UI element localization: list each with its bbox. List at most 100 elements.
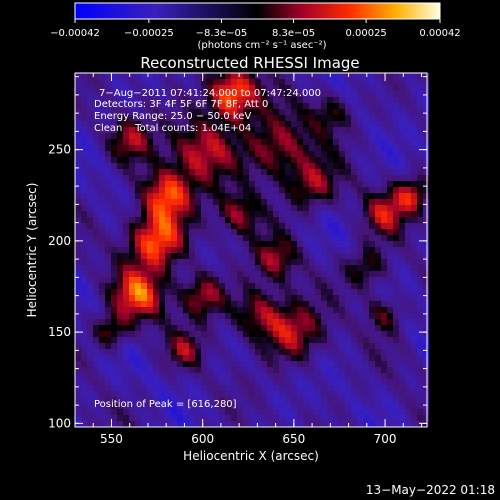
heatmap-cell <box>141 325 147 331</box>
heatmap-cell <box>273 391 279 397</box>
heatmap-cell <box>81 313 87 319</box>
heatmap-cell <box>297 115 303 121</box>
heatmap-cell <box>333 379 339 385</box>
heatmap-cell <box>387 325 393 331</box>
heatmap-cell <box>189 331 195 337</box>
heatmap-cell <box>327 169 333 175</box>
heatmap-cell <box>99 193 105 199</box>
heatmap-cell <box>375 415 381 421</box>
heatmap-cell <box>177 307 183 313</box>
heatmap-cell <box>333 187 339 193</box>
heatmap-cell <box>207 97 213 103</box>
heatmap-cell <box>147 415 153 421</box>
heatmap-cell <box>165 175 171 181</box>
heatmap-cell <box>405 199 411 205</box>
heatmap-cell <box>123 397 129 403</box>
heatmap-cell <box>351 229 357 235</box>
heatmap-cell <box>219 193 225 199</box>
heatmap-cell <box>219 379 225 385</box>
heatmap-cell <box>123 193 129 199</box>
heatmap-cell <box>93 115 99 121</box>
heatmap-cell <box>273 205 279 211</box>
heatmap-cell <box>261 109 267 115</box>
heatmap-cell <box>123 85 129 91</box>
heatmap-cell <box>291 205 297 211</box>
heatmap-cell <box>291 349 297 355</box>
heatmap-cell <box>105 157 111 163</box>
heatmap-cell <box>315 139 321 145</box>
heatmap-cell <box>315 187 321 193</box>
heatmap-cell <box>273 289 279 295</box>
heatmap-cell <box>363 241 369 247</box>
heatmap-cell <box>99 325 105 331</box>
heatmap-cell <box>165 295 171 301</box>
heatmap-cell <box>99 367 105 373</box>
heatmap-cell <box>81 397 87 403</box>
heatmap-cell <box>381 157 387 163</box>
heatmap-cell <box>297 151 303 157</box>
heatmap-cell <box>237 85 243 91</box>
heatmap-cell <box>405 319 411 325</box>
heatmap-cell <box>153 421 159 427</box>
heatmap-cell <box>135 79 141 85</box>
heatmap-cell <box>315 283 321 289</box>
heatmap-cell <box>315 253 321 259</box>
heatmap-cell <box>195 391 201 397</box>
heatmap-cell <box>327 397 333 403</box>
heatmap-cell <box>129 85 135 91</box>
heatmap-cell <box>267 301 273 307</box>
heatmap-cell <box>213 217 219 223</box>
heatmap-cell <box>189 211 195 217</box>
heatmap-cell <box>99 355 105 361</box>
heatmap-cell <box>87 157 93 163</box>
heatmap-cell <box>315 175 321 181</box>
heatmap-cell <box>165 409 171 415</box>
heatmap-cell <box>105 289 111 295</box>
heatmap-cell <box>99 85 105 91</box>
heatmap-cell <box>195 301 201 307</box>
heatmap-cell <box>117 283 123 289</box>
heatmap-cell <box>177 97 183 103</box>
heatmap-cell <box>261 313 267 319</box>
heatmap-cell <box>81 253 87 259</box>
heatmap-cell <box>411 103 417 109</box>
heatmap-cell <box>195 193 201 199</box>
heatmap-cell <box>171 259 177 265</box>
heatmap-cell <box>123 253 129 259</box>
heatmap-cell <box>93 73 99 79</box>
heatmap-cell <box>393 229 399 235</box>
heatmap-cell <box>291 193 297 199</box>
heatmap-cell <box>315 313 321 319</box>
heatmap-cell <box>201 355 207 361</box>
heatmap-cell <box>141 223 147 229</box>
heatmap-cell <box>423 343 429 349</box>
heatmap-cell <box>315 235 321 241</box>
heatmap-cell <box>405 97 411 103</box>
heatmap-cell <box>153 367 159 373</box>
heatmap-cell <box>345 349 351 355</box>
heatmap-cell <box>141 127 147 133</box>
heatmap-cell <box>183 193 189 199</box>
heatmap-cell <box>375 217 381 223</box>
heatmap-cell <box>297 367 303 373</box>
heatmap-cell <box>75 397 81 403</box>
heatmap-cell <box>135 199 141 205</box>
heatmap-cell <box>333 397 339 403</box>
heatmap-cell <box>411 289 417 295</box>
heatmap-cell <box>165 247 171 253</box>
heatmap-cell <box>285 295 291 301</box>
heatmap-cell <box>423 247 429 253</box>
heatmap-cell <box>213 265 219 271</box>
heatmap-cell <box>135 193 141 199</box>
heatmap-cell <box>225 193 231 199</box>
heatmap-cell <box>99 373 105 379</box>
heatmap-cell <box>279 163 285 169</box>
heatmap-cell <box>375 349 381 355</box>
heatmap-cell <box>237 295 243 301</box>
heatmap-cell <box>399 103 405 109</box>
heatmap-cell <box>279 343 285 349</box>
heatmap-cell <box>147 241 153 247</box>
heatmap-cell <box>237 73 243 79</box>
heatmap-cell <box>297 175 303 181</box>
heatmap-cell <box>363 91 369 97</box>
